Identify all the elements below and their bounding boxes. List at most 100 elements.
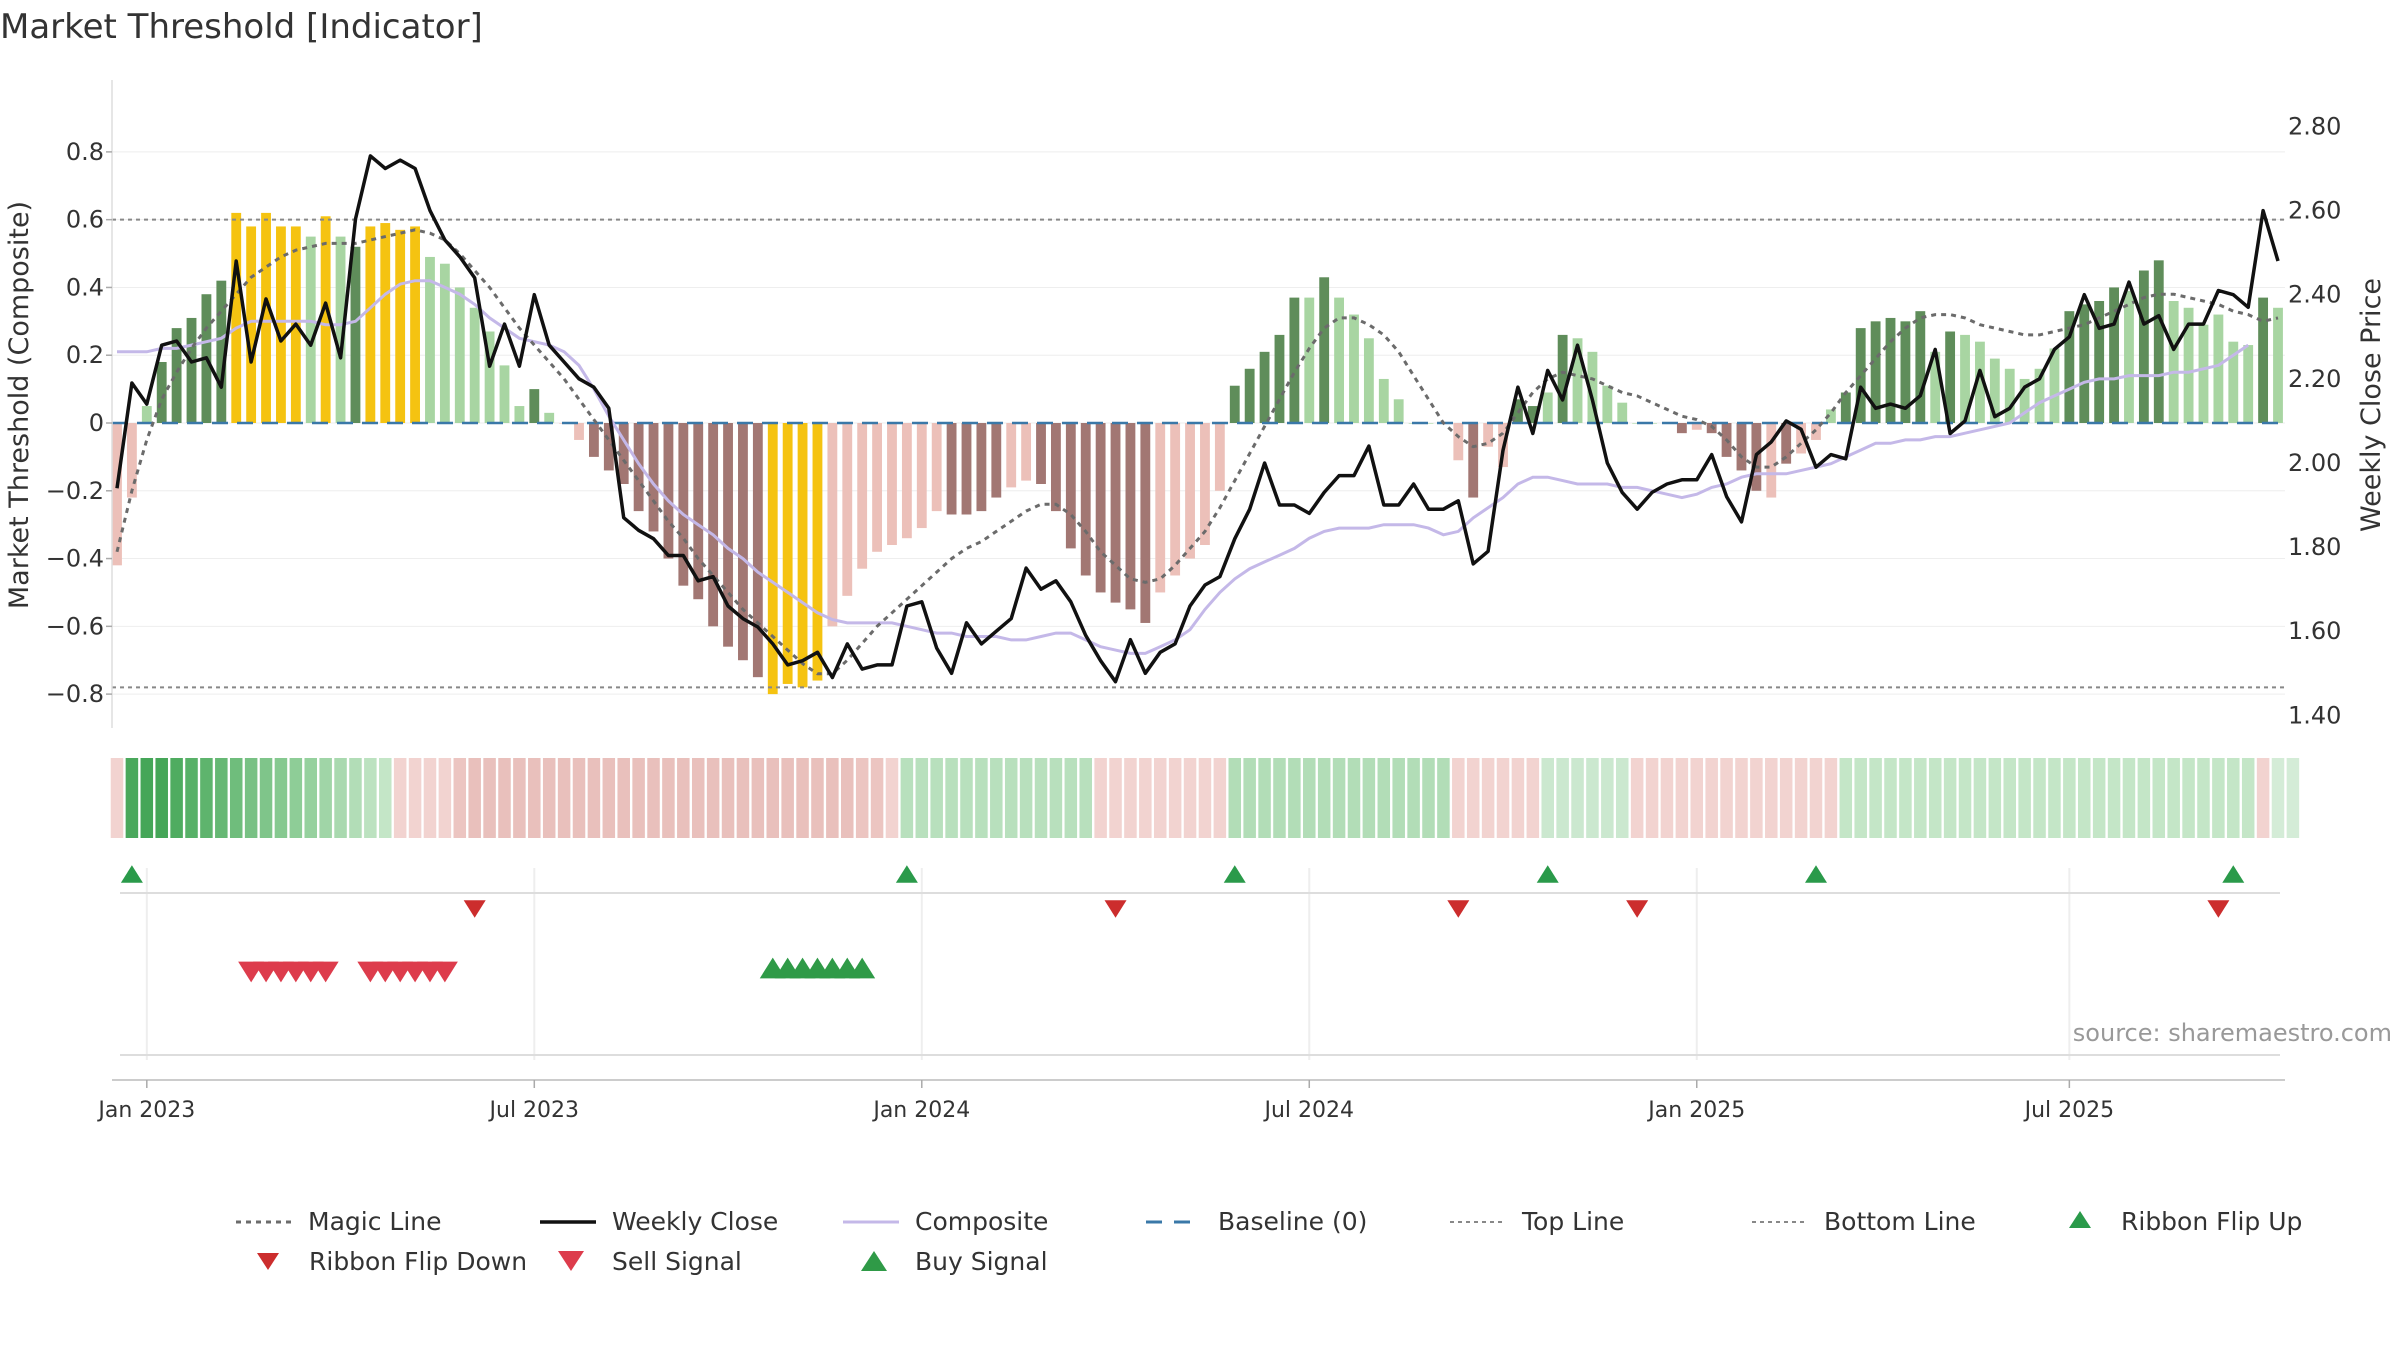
x-tick-label: Jan 2025: [1646, 1098, 1745, 1123]
composite-bar: [887, 423, 897, 545]
ribbon-cell: [1750, 758, 1763, 838]
ribbon-cell: [930, 758, 943, 838]
ribbon-cell: [1422, 758, 1435, 838]
ribbon-flip-up-marker: [1804, 865, 1827, 883]
ribbon-cell: [1109, 758, 1122, 838]
composite-bar: [901, 423, 912, 539]
composite-bar: [1214, 423, 1225, 491]
composite-bar: [1334, 297, 1345, 423]
composite-bar: [633, 423, 644, 512]
ribbon-cell: [1347, 758, 1361, 838]
composite-bar: [1915, 311, 1926, 423]
x-tick-label: Jul 2023: [488, 1098, 580, 1123]
ribbon-cell: [110, 758, 124, 838]
composite-bar: [514, 406, 525, 423]
ribbon-flip-up-marker: [895, 865, 918, 883]
composite-bar: [1736, 423, 1747, 471]
ribbon-cell: [870, 758, 884, 838]
composite-bar: [1125, 423, 1136, 610]
composite-bar: [156, 362, 167, 423]
composite-bar: [1855, 328, 1866, 423]
composite-bar: [1781, 423, 1792, 464]
composite-bar: [454, 287, 465, 423]
composite-bar: [2183, 307, 2194, 423]
ribbon-cell: [1690, 758, 1704, 838]
ribbon-cell: [542, 758, 556, 838]
ribbon-cell: [1809, 758, 1823, 838]
ribbon-cell: [125, 758, 139, 838]
composite-bar: [1095, 423, 1106, 593]
chart-title: Market Threshold [Indicator]: [0, 7, 483, 47]
ribbon-cell: [1392, 758, 1405, 838]
ribbon-flip-up-marker: [1223, 865, 1246, 883]
composite-bar: [439, 263, 450, 423]
ribbon-cell: [1362, 758, 1376, 838]
composite-bar: [350, 246, 361, 423]
composite-bar: [1229, 385, 1240, 423]
composite-bar: [395, 229, 406, 423]
ribbon-cell: [1377, 758, 1391, 838]
composite-bar: [1065, 423, 1076, 549]
ribbon-cell: [364, 758, 377, 838]
ribbon-cell: [1839, 758, 1853, 838]
right-tick-label: 2.60: [2288, 197, 2341, 225]
right-tick-label: 1.60: [2288, 617, 2341, 645]
ribbon-cell: [826, 758, 839, 838]
ribbon-cell: [1645, 758, 1659, 838]
ribbon-cell: [662, 758, 675, 838]
ribbon-cell: [1168, 758, 1182, 838]
composite-bar: [335, 236, 346, 423]
composite-bar: [2079, 304, 2090, 423]
ribbon-cell: [1094, 758, 1107, 838]
ribbon-cell: [185, 758, 198, 838]
composite-bar: [529, 389, 540, 423]
composite-bar: [663, 423, 674, 559]
ribbon-flip-down-marker: [463, 900, 486, 918]
ribbon-cell: [1794, 758, 1808, 838]
ribbon-cell: [1258, 758, 1271, 838]
ribbon-cell: [1571, 758, 1584, 838]
ribbon-cell: [438, 758, 452, 838]
composite-bar: [1289, 297, 1300, 423]
ribbon-cell: [2122, 758, 2136, 838]
composite-bar: [2228, 341, 2239, 423]
composite-bar: [112, 423, 122, 566]
composite-bar: [1304, 297, 1315, 423]
composite-bar: [1274, 334, 1285, 423]
series-lines: [112, 154, 2285, 689]
ribbon-cell: [304, 758, 318, 838]
ribbon-cell: [2018, 758, 2031, 838]
ribbon-flip-down-marker: [1447, 900, 1470, 918]
composite-bar: [827, 423, 838, 627]
x-tick-label: Jul 2024: [1263, 1098, 1355, 1123]
ribbon-cell: [170, 758, 183, 838]
legend-label: Ribbon Flip Up: [2121, 1207, 2302, 1236]
ribbon-cell: [1124, 758, 1137, 838]
composite-bar: [499, 365, 510, 423]
ribbon-cell: [528, 758, 541, 838]
composite-bar: [2124, 290, 2134, 423]
right-tick-label: 2.00: [2288, 449, 2341, 477]
right-tick-label: 1.80: [2288, 533, 2341, 561]
legend: Magic Line Weekly Close Composite Baseline …: [236, 1207, 2302, 1276]
ribbon-cell: [1720, 758, 1733, 838]
composite-bar: [1557, 334, 1568, 423]
ribbon-cell: [215, 758, 228, 838]
ribbon-cell: [2271, 758, 2285, 838]
ribbon-cell: [885, 758, 899, 838]
ribbon-cell: [2286, 758, 2300, 838]
composite-bar: [857, 423, 868, 569]
ribbon-cell: [1735, 758, 1748, 838]
composite-bar: [872, 423, 882, 552]
ribbon-cell: [1824, 758, 1838, 838]
composite-bar: [410, 226, 420, 423]
composite-bar: [931, 423, 942, 512]
ribbon-cell: [617, 758, 630, 838]
composite-bar: [2168, 301, 2179, 423]
ribbon-cell: [2167, 758, 2180, 838]
ribbon-flip-up-marker: [120, 865, 143, 883]
ribbon-cell: [140, 758, 154, 838]
composite-bar: [1036, 423, 1046, 484]
composite-bar: [1930, 351, 1941, 423]
ribbon-cell: [1034, 758, 1048, 838]
